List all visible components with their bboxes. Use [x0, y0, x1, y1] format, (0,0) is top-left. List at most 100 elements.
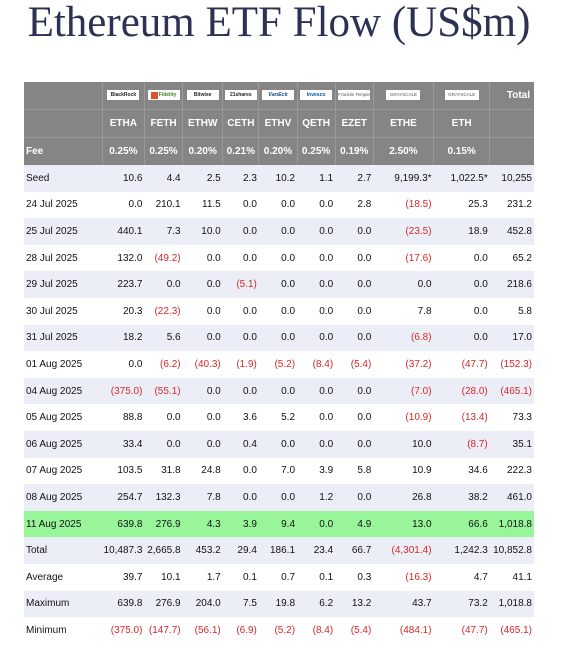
cell-ezet: 0.3: [357, 571, 372, 583]
cell-ethe: 13.0: [373, 510, 434, 538]
fee-eth: 0.15%: [433, 137, 491, 165]
ticker-etha: ETHA: [102, 109, 145, 138]
row-label: 01 Aug 2025: [26, 358, 83, 370]
table-row: 05 Aug 2025 88.8 0.0 0.0 3.6 5.2 0.0 0.0 (10.9) (…: [24, 404, 534, 431]
row-label: 31 Jul 2025: [24, 324, 103, 352]
cell-total: 1,018.8: [489, 590, 534, 618]
cell-ethe: (4,301.4): [373, 537, 434, 564]
cell-qeth: 0.0: [297, 377, 336, 405]
cell-etha: 0.0: [128, 199, 143, 211]
cell-ethe: (16.3): [405, 571, 432, 583]
ticker-row: ETHA FETH ETHW CETH ETHV QETH EZET ETHE ETH: [24, 109, 534, 138]
cell-total: 41.1: [512, 571, 532, 583]
cell-ethe: 7.8: [417, 305, 432, 317]
cell-qeth: 0.0: [319, 252, 334, 264]
table-row: 06 Aug 2025 33.4 0.0 0.0 0.4 0.0 0.0 0.0 10.0 (8.…: [24, 430, 534, 458]
cell-feth: 210.1: [155, 199, 181, 211]
ticker-eth: ETH: [433, 109, 491, 138]
cell-total: 17.0: [489, 324, 534, 352]
table-row: 25 Jul 2025 440.1 7.3 10.0 0.0 0.0 0.0 0.0 (23.5…: [24, 218, 534, 245]
cell-feth: (6.2): [160, 358, 181, 370]
blackrock-logo: BlackRock: [107, 90, 140, 101]
cell-ceth: 0.0: [222, 324, 259, 352]
grayscale-mini-logo: GRAYSCALE: [444, 90, 479, 101]
cell-qeth: 0.0: [319, 412, 334, 424]
cell-etha: 39.7: [122, 571, 143, 583]
cell-ethe: 10.0: [373, 430, 434, 458]
cell-ethe: 26.8: [373, 484, 434, 511]
cell-qeth: (8.4): [312, 624, 334, 636]
cell-ezet: 0.0: [335, 324, 374, 352]
cell-ethv: 7.0: [281, 465, 296, 477]
cell-eth: 1,022.5*: [433, 165, 490, 192]
cell-ezet: 0.0: [357, 252, 372, 264]
cell-eth: 66.6: [433, 510, 490, 538]
table-row: 31 Jul 2025 18.2 5.6 0.0 0.0 0.0 0.0 0.0 (6.8) 0.…: [24, 324, 534, 352]
cell-etha: 20.3: [122, 305, 143, 317]
row-label: 11 Aug 2025: [24, 510, 103, 538]
cell-ethw: 0.0: [182, 324, 223, 352]
issuer-logo-row: BlackRock Fidelity Bitwise 21shares VanE…: [24, 82, 534, 110]
row-label: Minimum: [26, 624, 67, 636]
row-label: 28 Jul 2025: [26, 252, 78, 264]
fee-ethv: 0.20%: [258, 137, 298, 165]
cell-ethw: 0.0: [206, 412, 221, 424]
fee-qeth: 0.25%: [297, 137, 336, 165]
cell-qeth: 1.1: [297, 165, 336, 192]
fee-label: Fee: [24, 137, 103, 165]
cell-ethv: 186.1: [258, 537, 298, 564]
cell-eth: 0.0: [473, 252, 488, 264]
cell-ceth: 0.4: [222, 430, 259, 458]
cell-ceth: 0.0: [242, 252, 257, 264]
cell-ceth: 29.4: [222, 537, 259, 564]
cell-ceth: 0.0: [242, 199, 257, 211]
row-label: Maximum: [24, 590, 103, 618]
cell-etha: 18.2: [102, 324, 145, 352]
cell-etha: 10.6: [102, 165, 145, 192]
cell-ethe: (10.9): [405, 412, 432, 424]
table-row: 04 Aug 2025 (375.0) (55.1) 0.0 0.0 0.0 0.0 0.0(…: [24, 377, 534, 405]
cell-ethe: (7.0): [373, 377, 434, 405]
cell-ethw: 0.0: [206, 305, 221, 317]
cell-ceth: 2.3: [222, 165, 259, 192]
ticker-total-blank: [489, 109, 534, 138]
cell-feth: 4.4: [144, 165, 183, 192]
cell-qeth: 3.9: [319, 465, 334, 477]
franklin-templeton-logo: Franklin Templeton: [338, 90, 371, 101]
row-label: 07 Aug 2025: [26, 465, 83, 477]
cell-eth: 25.3: [468, 199, 488, 211]
cell-total: 222.3: [506, 465, 532, 477]
table-row: Maximum 639.8 276.9 204.0 7.5 19.8 6.2 13.2 43.7…: [24, 590, 534, 618]
cell-ethv: 9.4: [258, 510, 298, 538]
ticker-ethv: ETHV: [258, 109, 298, 138]
row-label: 25 Jul 2025: [24, 218, 103, 245]
cell-total: (465.1): [489, 377, 534, 405]
cell-ethe: (484.1): [399, 624, 432, 636]
cell-qeth: 0.0: [297, 510, 336, 538]
cell-ethw: 204.0: [182, 590, 223, 618]
cell-etha: 103.5: [117, 465, 143, 477]
cell-feth: (55.1): [144, 377, 183, 405]
row-label: Average: [26, 571, 64, 583]
fidelity-mark-icon: [150, 91, 158, 99]
cell-qeth: 0.0: [319, 305, 334, 317]
cell-qeth: 0.0: [297, 324, 336, 352]
cell-eth: (47.7): [461, 624, 488, 636]
cell-etha: 223.7: [102, 271, 145, 298]
cell-ethe: (6.8): [373, 324, 434, 352]
cell-qeth: 6.2: [297, 590, 336, 618]
cell-eth: 1,242.3: [433, 537, 490, 564]
row-label: 29 Jul 2025: [24, 271, 103, 298]
cell-feth: 132.3: [144, 484, 183, 511]
ticker-ceth: CETH: [222, 109, 260, 138]
cell-ceth: (6.9): [236, 624, 257, 636]
cell-ezet: 0.0: [357, 412, 372, 424]
table-row: Minimum (375.0) (147.7) (56.1) (6.9) (5.2) (8.…: [24, 617, 534, 644]
cell-etha: 88.8: [122, 412, 143, 424]
cell-ethe: (17.6): [405, 252, 432, 264]
cell-ethv: 0.0: [258, 484, 298, 511]
cell-qeth: (8.4): [312, 358, 334, 370]
ticker-qeth: QETH: [297, 109, 336, 138]
cell-eth: 73.2: [433, 590, 490, 618]
cell-feth: 5.6: [144, 324, 183, 352]
